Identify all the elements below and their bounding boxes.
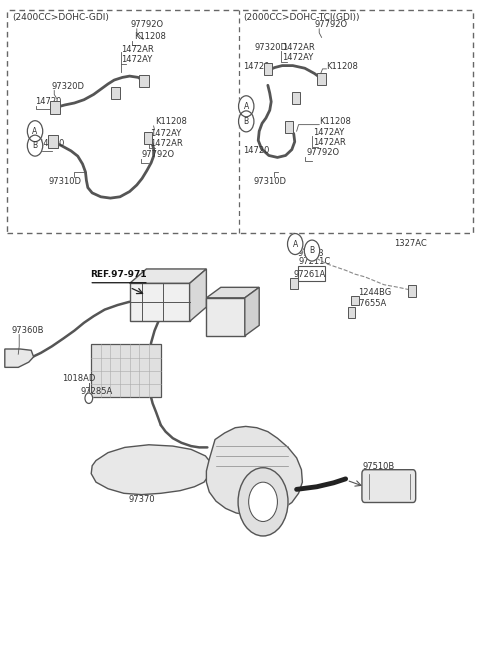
- Text: 1472AR: 1472AR: [282, 43, 315, 52]
- Bar: [285, 121, 293, 133]
- Text: 97261A: 97261A: [294, 270, 326, 279]
- Text: 14720: 14720: [243, 146, 270, 155]
- Text: 97320D: 97320D: [52, 81, 85, 91]
- Text: 1327AC: 1327AC: [394, 239, 426, 248]
- Polygon shape: [130, 283, 190, 321]
- Text: B: B: [244, 117, 249, 126]
- Text: 97370: 97370: [128, 495, 155, 504]
- Text: 1472AY: 1472AY: [121, 54, 153, 64]
- Bar: [139, 75, 149, 87]
- Text: 97792O: 97792O: [306, 148, 339, 157]
- Text: A: A: [244, 102, 249, 111]
- Bar: [292, 92, 300, 104]
- Circle shape: [238, 468, 288, 536]
- Text: B: B: [33, 141, 37, 150]
- Text: B: B: [310, 246, 314, 255]
- Text: 97310D: 97310D: [48, 177, 81, 186]
- Bar: [408, 285, 416, 297]
- Bar: [7, 10, 473, 233]
- Text: 97792O: 97792O: [131, 20, 164, 29]
- Polygon shape: [190, 269, 206, 321]
- Text: 1244BG: 1244BG: [358, 287, 391, 297]
- Text: (2000CC>DOHC-TCI(GDI)): (2000CC>DOHC-TCI(GDI)): [243, 13, 360, 22]
- Text: 1472AR: 1472AR: [150, 138, 182, 148]
- Circle shape: [85, 393, 93, 403]
- Polygon shape: [206, 298, 245, 336]
- Text: K11208: K11208: [326, 62, 358, 71]
- Circle shape: [27, 135, 43, 156]
- Circle shape: [239, 111, 254, 132]
- Polygon shape: [206, 287, 259, 298]
- Text: 97792O: 97792O: [142, 150, 175, 159]
- Text: (2400CC>DOHC-GDI): (2400CC>DOHC-GDI): [12, 13, 109, 22]
- Text: 97211C: 97211C: [299, 257, 331, 266]
- Text: 1472AY: 1472AY: [313, 128, 344, 137]
- Bar: [48, 135, 58, 148]
- Circle shape: [288, 234, 303, 255]
- Text: 14720: 14720: [243, 62, 270, 71]
- Text: 97655A: 97655A: [354, 298, 386, 308]
- Bar: [91, 344, 161, 397]
- Text: A: A: [33, 127, 37, 136]
- Polygon shape: [130, 269, 206, 283]
- Text: 1472AY: 1472AY: [150, 129, 181, 138]
- Circle shape: [304, 240, 320, 261]
- Bar: [144, 132, 152, 144]
- FancyBboxPatch shape: [362, 470, 416, 502]
- Text: K11208: K11208: [155, 117, 187, 126]
- Circle shape: [249, 482, 277, 522]
- Text: 97792O: 97792O: [314, 20, 348, 29]
- Bar: [50, 101, 60, 114]
- Text: 1472AY: 1472AY: [282, 53, 313, 62]
- Polygon shape: [5, 349, 34, 367]
- Polygon shape: [206, 426, 302, 515]
- Bar: [264, 63, 272, 75]
- Bar: [290, 278, 298, 289]
- Text: 97320D: 97320D: [254, 43, 288, 52]
- Text: 97310D: 97310D: [253, 177, 286, 186]
- Text: 97285A: 97285A: [81, 386, 113, 396]
- Circle shape: [27, 121, 43, 142]
- Circle shape: [239, 96, 254, 117]
- Text: 14720: 14720: [36, 97, 62, 106]
- Text: 1472AR: 1472AR: [121, 45, 154, 54]
- Text: 14720: 14720: [38, 138, 65, 148]
- Text: A: A: [293, 239, 298, 249]
- Bar: [317, 73, 326, 85]
- Text: K11208: K11208: [134, 32, 166, 41]
- Polygon shape: [91, 445, 212, 495]
- Text: 1472AR: 1472AR: [313, 138, 346, 147]
- Bar: [348, 307, 355, 318]
- Text: K11208: K11208: [319, 117, 351, 126]
- Bar: [111, 87, 120, 99]
- Text: 1018AD: 1018AD: [62, 374, 96, 383]
- Text: 97313: 97313: [298, 249, 324, 258]
- Text: REF.97-971: REF.97-971: [90, 270, 147, 279]
- Polygon shape: [245, 287, 259, 336]
- Text: 97510B: 97510B: [362, 462, 395, 471]
- Bar: [298, 266, 325, 281]
- Bar: [351, 296, 359, 305]
- Text: 97360B: 97360B: [12, 325, 45, 335]
